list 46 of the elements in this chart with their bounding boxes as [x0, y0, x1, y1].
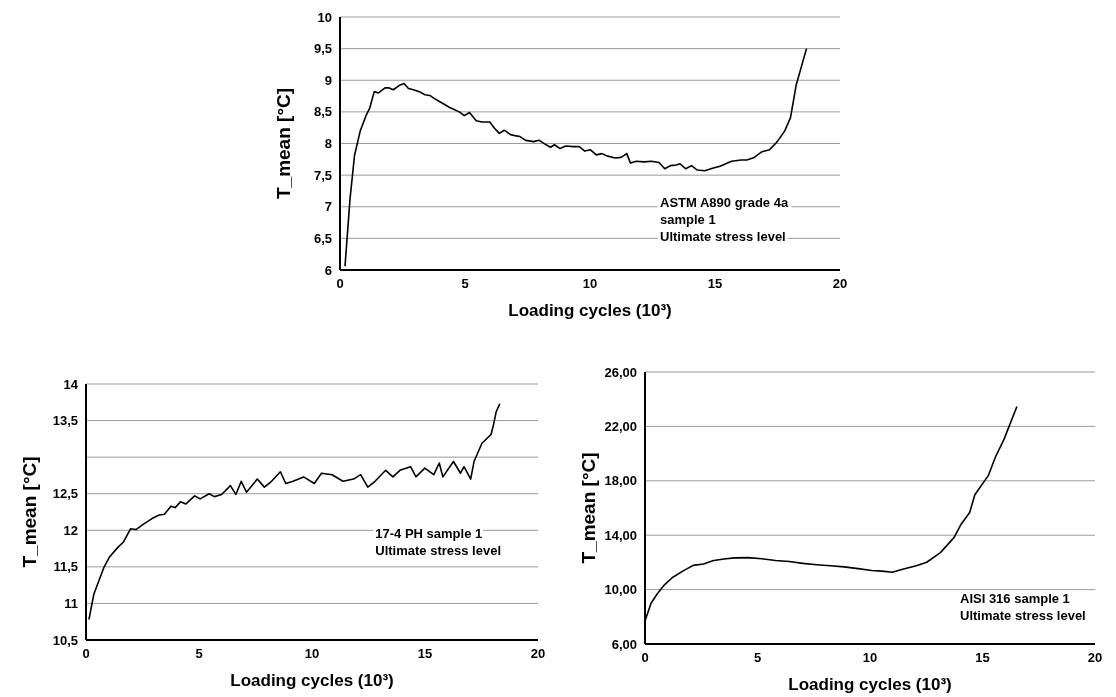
y-tick-label: 13,5 [52, 413, 78, 429]
y-tick-label: 26,00 [604, 364, 637, 380]
x-tick-label: 0 [641, 650, 649, 665]
y-tick-label: 8,5 [313, 104, 332, 120]
x-tick-label: 5 [195, 646, 203, 661]
x-tick-label: 0 [82, 646, 90, 661]
y-tick-label: 7,5 [313, 167, 332, 183]
x-tick-label: 5 [753, 650, 762, 665]
y-tick-label: 9 [324, 72, 332, 88]
y-tick-label: 22,00 [604, 418, 637, 434]
y-tick-label: 14,00 [604, 527, 637, 543]
y-axis-title: T_mean [°C] [273, 87, 294, 200]
y-axis-title: T_mean [°C] [578, 452, 599, 564]
x-tick-label: 15 [417, 646, 433, 661]
x-axis-title: Loading cycles (10³) [508, 301, 672, 320]
y-tick-label: 6,5 [313, 230, 332, 246]
x-tick-label: 5 [461, 276, 469, 291]
x-axis-title: Loading cycles (10³) [230, 671, 394, 690]
y-tick-label: 8 [324, 136, 332, 152]
x-tick-label: 10 [582, 276, 598, 291]
x-tick-label: 20 [1087, 650, 1103, 665]
y-tick-label: 10,00 [604, 582, 637, 598]
x-tick-label: 20 [530, 646, 546, 661]
y-axis-title: T_mean [°C] [19, 456, 40, 568]
annotation: ASTM A890 grade 4a sample 1 Ultimate stress level [660, 195, 789, 244]
line-series [344, 47, 808, 268]
y-tick-label: 6 [324, 262, 332, 278]
annotation: AISI 316 sample 1 Ultimate stress level [960, 590, 1086, 623]
y-tick-label: 10 [317, 9, 332, 25]
y-tick-label: 11,5 [53, 559, 78, 575]
y-tick-label: 11 [64, 595, 78, 611]
x-tick-label: 20 [832, 276, 848, 291]
y-tick-label: 18,00 [604, 473, 637, 489]
x-axis-title: Loading cycles (10³) [788, 675, 952, 694]
x-tick-label: 0 [336, 276, 344, 291]
y-tick-label: 14 [63, 376, 79, 392]
y-tick-label: 12 [63, 522, 78, 538]
y-tick-label: 7 [324, 199, 332, 215]
y-tick-label: 10,5 [52, 632, 78, 648]
x-tick-label: 10 [862, 650, 878, 665]
y-tick-label: 12,5 [52, 486, 78, 502]
annotation: 17-4 PH sample 1 Ultimate stress level [375, 525, 502, 558]
x-tick-label: 15 [975, 650, 990, 665]
x-tick-label: 15 [707, 276, 723, 291]
y-tick-label: 6,00 [611, 636, 637, 652]
y-tick-label: 9,5 [313, 41, 332, 57]
